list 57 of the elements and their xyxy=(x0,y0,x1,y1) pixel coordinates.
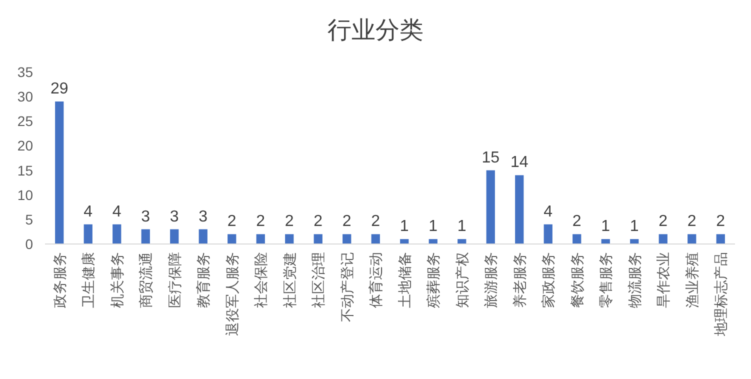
data-label: 4 xyxy=(84,203,93,220)
data-label: 3 xyxy=(170,208,179,226)
y-tick-label: 25 xyxy=(17,113,34,130)
x-tick-label: 旱作农业 xyxy=(655,252,672,308)
x-tick-label: 零售服务 xyxy=(598,252,614,308)
y-tick-label: 35 xyxy=(17,64,34,80)
x-tick-label: 社区治理 xyxy=(310,252,326,308)
x-tick-label: 殡葬服务 xyxy=(425,252,442,308)
data-label: 3 xyxy=(198,208,208,226)
x-tick-label: 不动产登记 xyxy=(338,252,355,322)
y-tick-label: 15 xyxy=(17,162,34,178)
data-label: 4 xyxy=(112,203,122,220)
data-label: 1 xyxy=(400,218,409,236)
data-label: 3 xyxy=(141,208,150,226)
x-tick-label: 体育运动 xyxy=(368,252,384,308)
data-label: 2 xyxy=(227,213,236,230)
data-label: 2 xyxy=(284,213,294,230)
data-label: 2 xyxy=(314,213,323,230)
x-tick-label: 渔业养殖 xyxy=(684,252,700,308)
x-tick-label: 旅游服务 xyxy=(482,252,499,308)
x-tick-label: 退役军人服务 xyxy=(224,252,240,336)
data-label: 29 xyxy=(50,80,68,98)
data-label: 2 xyxy=(572,213,582,230)
data-label: 2 xyxy=(687,213,696,230)
y-tick-label: 0 xyxy=(25,236,34,252)
x-tick-label: 社区党建 xyxy=(281,252,298,308)
x-tick-label: 养老服务 xyxy=(511,252,528,308)
data-label: 2 xyxy=(342,213,352,230)
data-label: 1 xyxy=(457,218,466,236)
x-tick-label: 商贸流通 xyxy=(138,252,154,308)
x-tick-label: 餐饮服务 xyxy=(568,252,585,308)
x-tick-label: 物流服务 xyxy=(626,252,642,308)
x-tick-label: 机关事务 xyxy=(108,252,125,308)
x-tick-label: 卫生健康 xyxy=(80,252,96,308)
data-label: 2 xyxy=(256,213,266,230)
x-tick-label: 社会保险 xyxy=(252,252,269,308)
data-label: 2 xyxy=(371,213,380,230)
y-tick-label: 10 xyxy=(17,186,34,203)
y-tick-label: 30 xyxy=(17,88,34,105)
x-tick-label: 医疗保障 xyxy=(166,252,182,308)
x-tick-label: 政务服务 xyxy=(51,252,68,308)
data-label: 14 xyxy=(510,154,528,172)
data-label: 15 xyxy=(482,149,500,166)
data-label: 1 xyxy=(601,218,610,236)
x-tick-label: 知识产权 xyxy=(454,252,470,308)
x-tick-label: 土地储备 xyxy=(396,252,412,308)
title: 行业分类 xyxy=(328,17,424,44)
data-label: 2 xyxy=(658,213,668,230)
data-label: 1 xyxy=(428,218,438,236)
data-label: 2 xyxy=(716,213,726,230)
data-label: 4 xyxy=(544,203,553,220)
x-tick-label: 家政服务 xyxy=(540,252,556,308)
y-tick-label: 5 xyxy=(25,211,34,228)
x-tick-label: 地理标志产品 xyxy=(712,252,729,337)
data-label: 1 xyxy=(630,218,639,236)
y-tick-label: 20 xyxy=(17,138,34,154)
x-tick-label: 教育服务 xyxy=(195,252,212,308)
